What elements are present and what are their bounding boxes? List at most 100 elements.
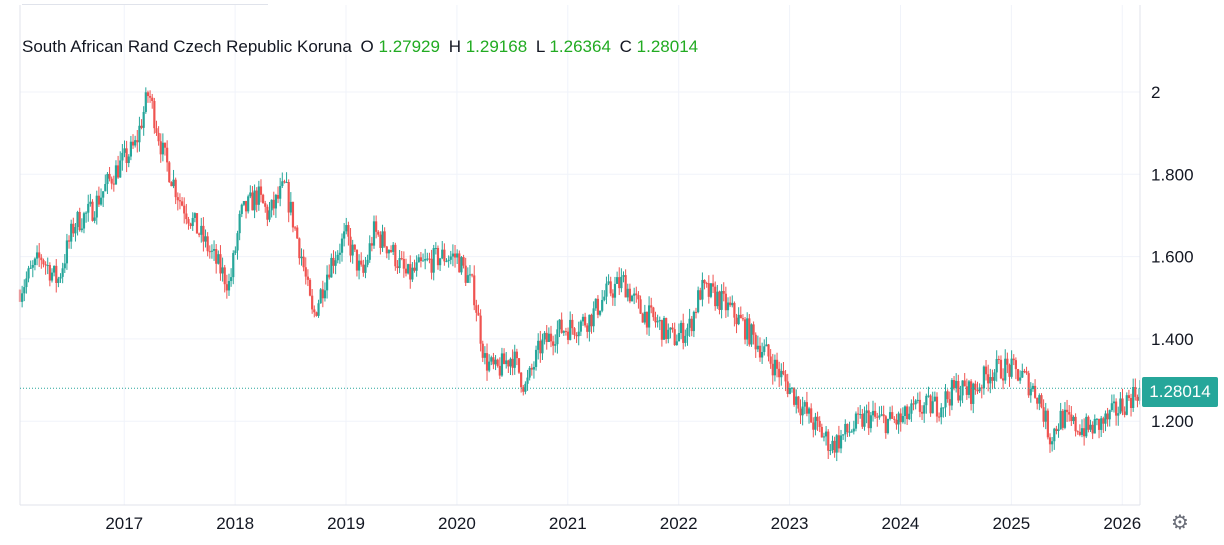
candle-body [494,359,497,365]
close-label: C [619,37,632,56]
candle-body [421,260,425,262]
candle-body [223,267,226,285]
candle-body [1046,410,1049,438]
candle-body [33,258,37,265]
candle-body [82,213,86,229]
candle-body [984,366,988,375]
high-label: H [448,37,461,56]
candle-body [1115,401,1118,416]
candle-body [1014,360,1017,370]
candle-body [716,291,719,307]
settings-button[interactable]: ⚙ [1169,512,1191,534]
candle-body [517,358,521,373]
candle-body [1059,410,1062,430]
candle-body [613,283,617,298]
candle-body [848,431,851,433]
candle-body [340,238,344,253]
candle-body [1029,389,1032,396]
candle-body [906,406,909,420]
candle-body [123,148,126,153]
candle-body [720,291,723,310]
candle-body [679,322,683,334]
candle-body [545,332,548,342]
candle-body [688,318,691,328]
candle-body [955,380,958,389]
candle-body [61,268,64,277]
candle-body [923,405,926,414]
x-tick-label: 2017 [105,514,143,533]
candle-body [468,274,472,276]
candle-body [232,253,235,278]
candle-body [839,435,843,449]
candle-body [684,335,687,343]
candle-body [389,250,393,252]
candle-body [407,264,410,274]
candle-body [558,319,561,330]
candle-body [72,223,75,234]
candle-body [1033,385,1037,398]
candle-body [59,276,62,279]
candle-body [353,244,356,250]
candle-body [669,327,672,330]
candle-body [590,314,593,327]
candle-body [240,204,243,214]
candle-body [942,407,945,409]
candle-body [291,201,295,228]
candle-body [148,96,152,98]
candle-body [893,418,896,420]
candle-body [944,391,947,408]
candle-body [183,205,186,214]
candle-body [377,231,380,235]
candle-body [991,377,994,381]
candle-body [368,243,371,260]
candle-body [317,303,320,316]
candle-body [803,402,806,407]
candle-body [411,267,414,280]
candle-body [259,186,263,195]
candle-body [157,132,160,142]
candle-body [1070,414,1073,422]
close-value: 1.28014 [636,37,699,56]
candle-body [255,190,258,205]
candle-body [788,387,791,394]
candle-body [1087,416,1090,430]
candle-body [490,357,493,362]
candle-body [829,450,832,452]
candle-body [812,422,815,430]
candle-body [1104,413,1107,424]
candle-body [520,372,523,388]
candle-body [618,277,621,289]
candle-body [511,358,514,368]
candle-body [1053,428,1056,442]
candle-body [25,278,28,288]
candle-body [268,210,271,220]
candle-body [874,410,877,417]
candle-body [131,141,135,146]
candle-body [121,152,124,161]
candle-body [1057,429,1060,431]
candle-body [611,293,614,298]
candle-body [820,426,823,438]
candle-body [40,257,43,261]
candle-body [818,420,821,427]
candle-body [249,192,252,197]
candle-body [178,200,182,202]
candle-body [931,401,934,414]
candle-body [940,407,943,418]
candle-body [682,322,685,343]
candle-body [99,197,103,205]
candle-body [311,295,314,310]
candle-body [624,275,627,298]
candle-body [656,321,659,323]
candle-body [1095,418,1099,420]
candle-body [42,260,45,265]
candle-body [321,289,324,299]
candle-body [797,396,800,409]
candle-body [607,281,610,284]
candle-body [635,293,638,296]
candle-body [537,340,540,350]
candle-body [780,370,783,378]
candle-body [67,240,71,242]
